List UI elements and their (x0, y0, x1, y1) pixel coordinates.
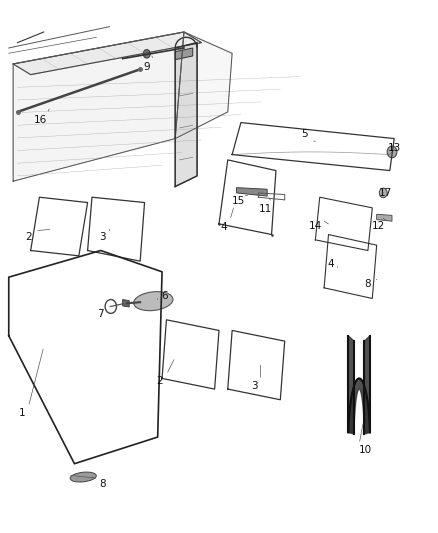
Polygon shape (237, 188, 267, 196)
Text: 6: 6 (161, 291, 168, 301)
Text: 5: 5 (301, 130, 308, 139)
Text: 2: 2 (156, 376, 163, 386)
Text: 2: 2 (25, 232, 32, 242)
Polygon shape (13, 32, 201, 75)
Text: 10: 10 (359, 446, 372, 455)
Text: 12: 12 (372, 221, 385, 231)
Text: 8: 8 (364, 279, 371, 288)
Text: 8: 8 (99, 480, 106, 489)
Text: 13: 13 (388, 143, 401, 153)
Text: 15: 15 (232, 197, 245, 206)
Ellipse shape (70, 472, 96, 482)
Circle shape (379, 188, 387, 198)
Polygon shape (377, 214, 392, 221)
Polygon shape (348, 378, 370, 434)
Text: 7: 7 (97, 310, 104, 319)
Text: 11: 11 (258, 204, 272, 214)
Text: 3: 3 (251, 382, 258, 391)
Ellipse shape (134, 292, 173, 311)
Polygon shape (175, 32, 232, 139)
Text: 17: 17 (379, 188, 392, 198)
Text: 4: 4 (220, 222, 227, 231)
Polygon shape (364, 336, 370, 432)
Text: 4: 4 (327, 259, 334, 269)
Text: 16: 16 (34, 115, 47, 125)
Text: 3: 3 (99, 232, 106, 242)
Polygon shape (348, 336, 354, 432)
Text: 9: 9 (143, 62, 150, 71)
Circle shape (387, 146, 397, 158)
Polygon shape (175, 48, 193, 60)
Polygon shape (175, 43, 197, 187)
Polygon shape (13, 32, 184, 181)
Polygon shape (123, 300, 129, 307)
Text: 14: 14 (309, 221, 322, 231)
Circle shape (143, 50, 150, 58)
Text: 1: 1 (18, 408, 25, 418)
